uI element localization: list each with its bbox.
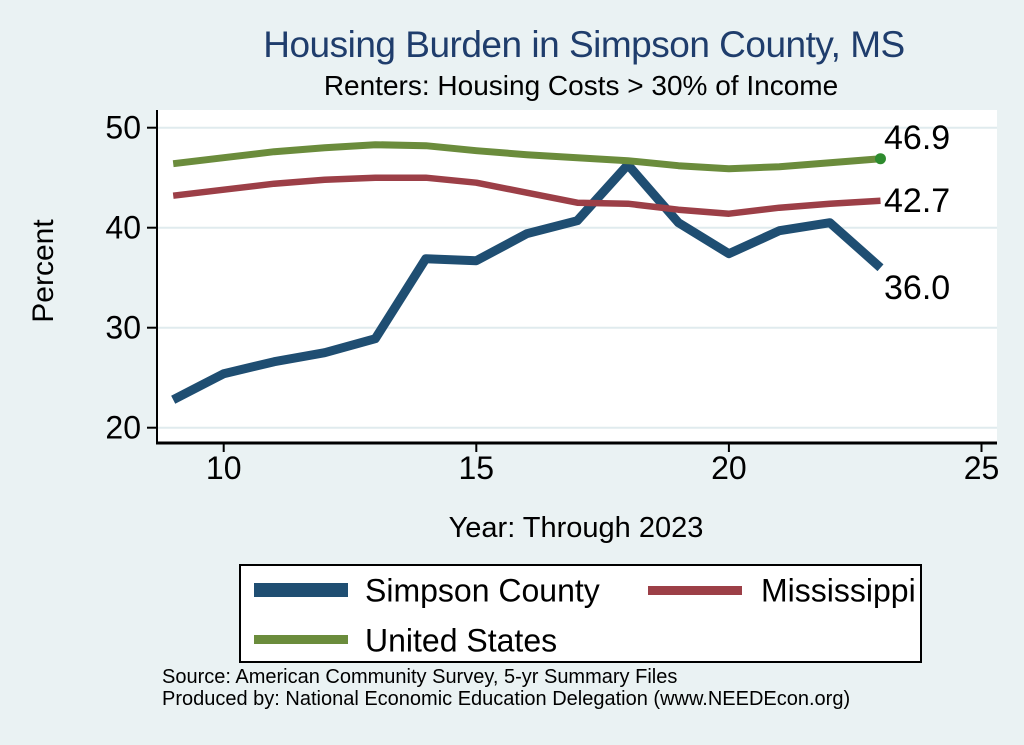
x-axis-title: Year: Through 2023 [448, 512, 704, 544]
x-tick-label-25: 25 [964, 450, 1000, 486]
y-tick-label-50: 50 [105, 110, 141, 146]
end-value-label-simpson-county: 36.0 [884, 269, 951, 307]
source-line: Source: American Community Survey, 5-yr … [162, 666, 678, 688]
end-marker-united-states [874, 153, 886, 165]
chart-subtitle: Renters: Housing Costs > 30% of Income [323, 70, 839, 101]
legend-label-mississippi: Mississippi [761, 572, 916, 609]
legend-label-united-states: United States [365, 622, 558, 659]
x-tick-label-10: 10 [206, 450, 242, 486]
x-tick-label-15: 15 [459, 450, 495, 486]
legend-box: Simpson County Mississippi United States [239, 564, 922, 663]
legend-label-simpson-county: Simpson County [365, 572, 600, 609]
legend-swatch-mississippi [648, 586, 742, 595]
end-value-label-mississippi: 42.7 [884, 182, 951, 220]
y-tick-label-30: 30 [105, 310, 141, 346]
series-line-united-states [172, 141, 881, 173]
x-tick-label-20: 20 [711, 450, 747, 486]
chart-title: Housing Burden in Simpson County, MS [263, 24, 905, 65]
end-value-label-united-states: 46.9 [884, 119, 951, 157]
y-axis-title: Percent [27, 219, 60, 323]
series-line-mississippi [172, 174, 881, 217]
legend-swatch-united-states [254, 635, 348, 644]
legend-swatch-simpson-county [254, 583, 348, 597]
plot-background [157, 110, 997, 443]
y-tick-label-40: 40 [105, 210, 141, 246]
produced-by-line: Produced by: National Economic Education… [162, 688, 851, 710]
series-line-simpson-county [171, 160, 884, 404]
source-note: Source: American Community Survey, 5-yr … [162, 666, 850, 710]
y-tick-label-20: 20 [105, 410, 141, 446]
